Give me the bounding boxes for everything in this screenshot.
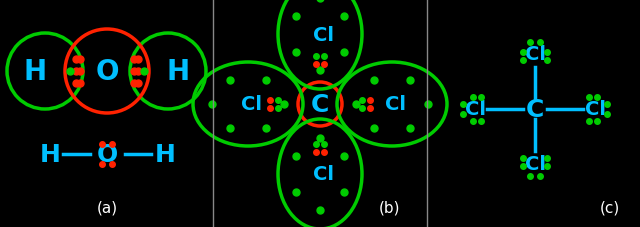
Text: Cl: Cl [385, 95, 406, 114]
Text: Cl: Cl [525, 155, 545, 174]
Text: C: C [311, 93, 329, 116]
Text: (a): (a) [97, 200, 118, 215]
Text: Cl: Cl [312, 25, 333, 44]
Text: C: C [526, 98, 544, 121]
Text: (b): (b) [380, 200, 401, 215]
Text: H: H [24, 58, 47, 86]
Text: H: H [155, 142, 175, 166]
Text: H: H [166, 58, 189, 86]
Text: Cl: Cl [312, 165, 333, 184]
Text: Cl: Cl [584, 100, 605, 119]
Text: Cl: Cl [525, 45, 545, 64]
Text: O: O [95, 58, 119, 86]
Text: Cl: Cl [241, 95, 262, 114]
Text: Cl: Cl [465, 100, 486, 119]
Text: O: O [97, 142, 118, 166]
Text: (c): (c) [600, 200, 620, 215]
Text: H: H [40, 142, 60, 166]
